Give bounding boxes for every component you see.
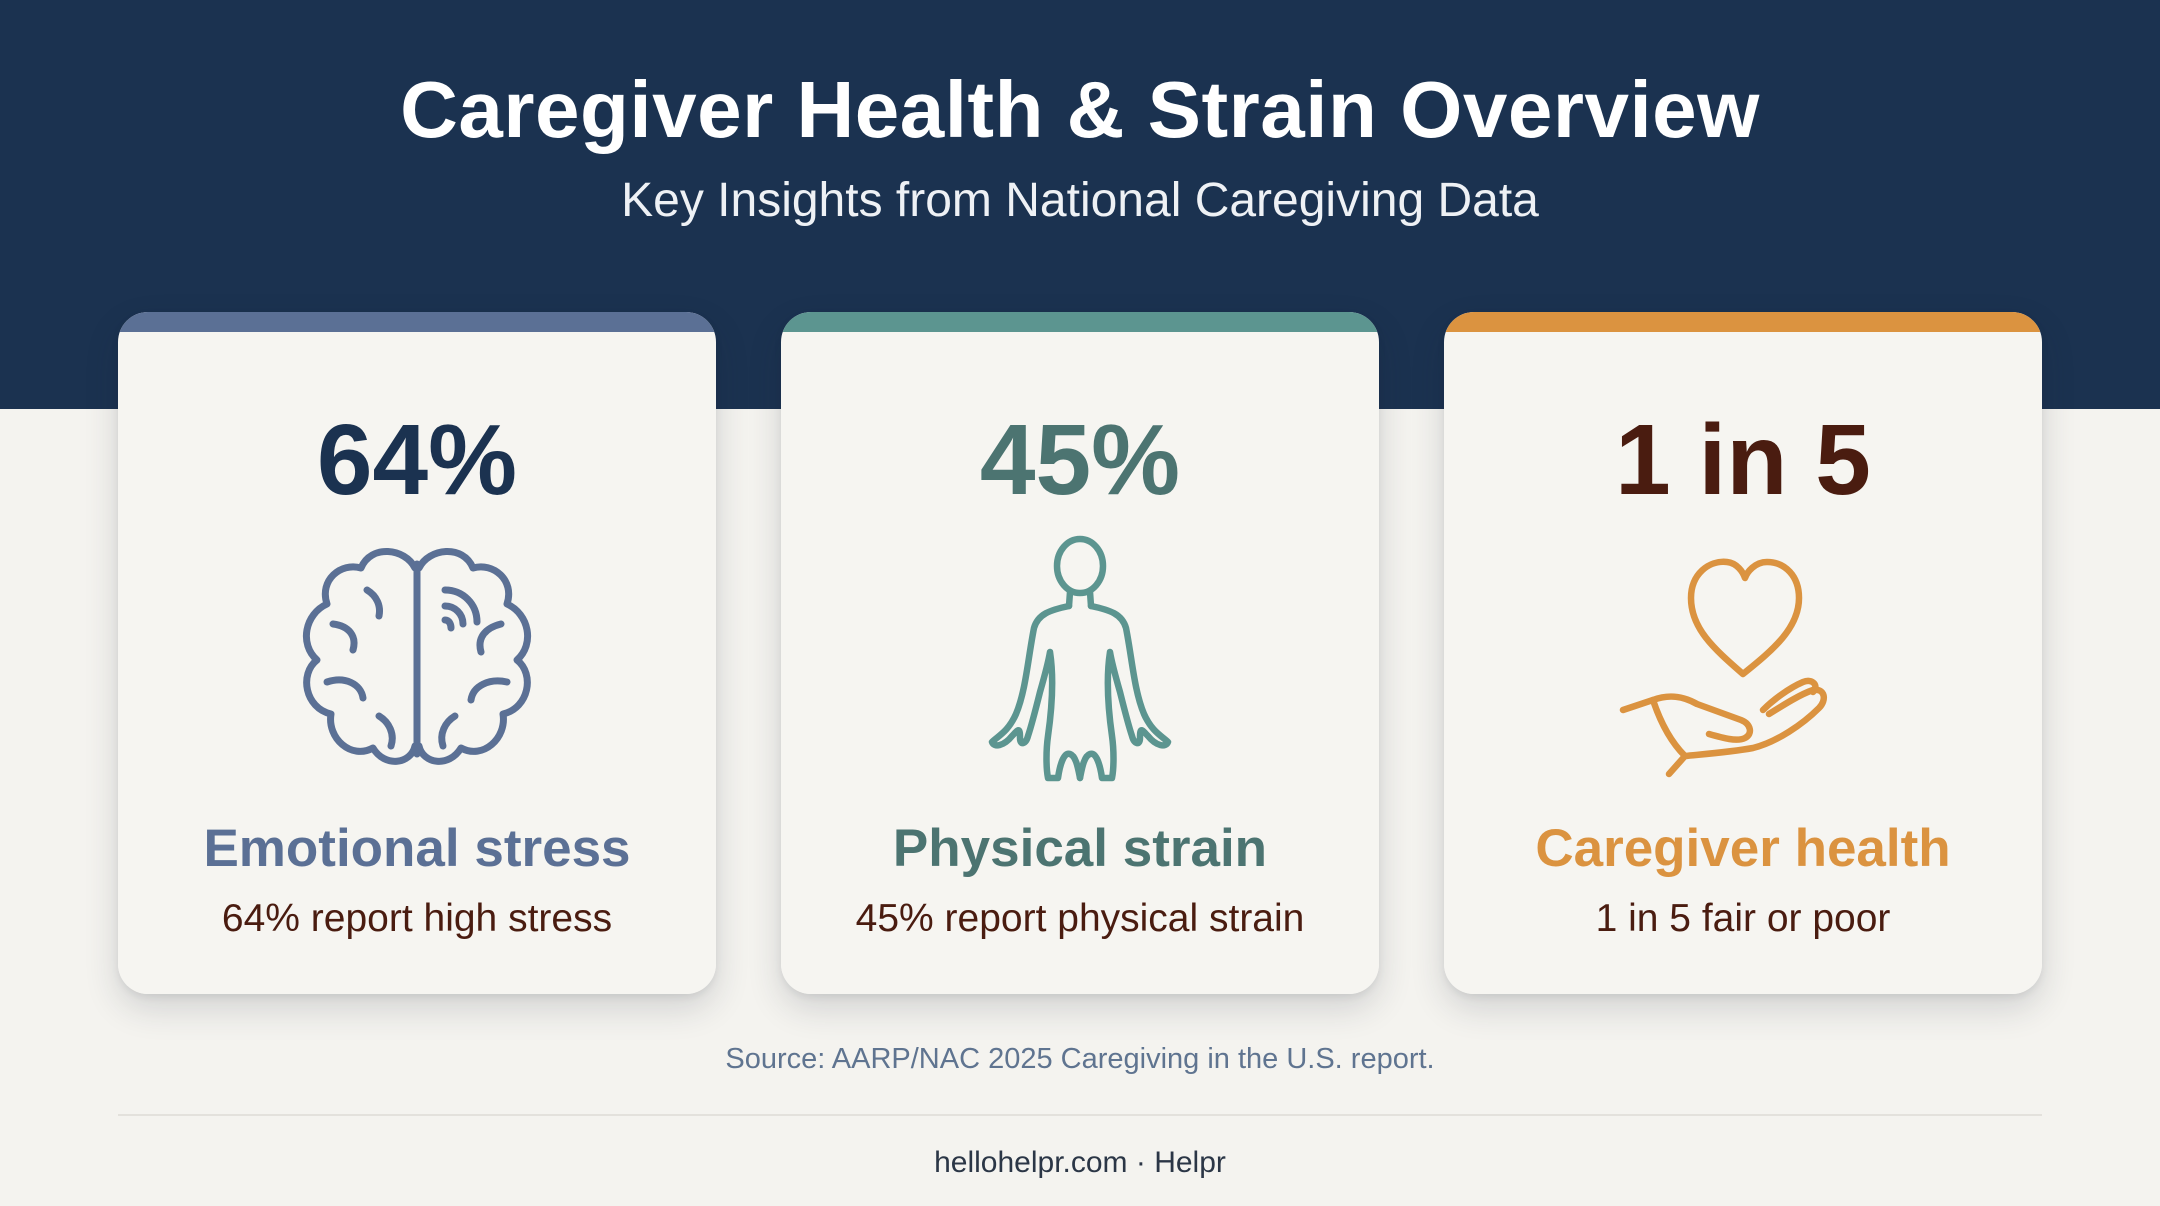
page-title: Caregiver Health & Strain Overview	[400, 65, 1760, 154]
card-body: 45% Physical strain 45% report physical …	[781, 332, 1379, 994]
card-accent-band	[118, 312, 716, 332]
stat-label: Caregiver health	[1535, 819, 1951, 878]
stat-card-physical-strain: 45% Physical strain 45% report physical …	[781, 312, 1379, 994]
heart-in-hand-icon	[1619, 558, 1828, 778]
card-body: 64% Emotional stress 64% report high str…	[118, 332, 716, 994]
card-accent-band	[781, 312, 1379, 332]
stat-value: 45%	[979, 404, 1181, 516]
stat-card-caregiver-health: 1 in 5 Caregiver health 1 in 5 fair or p…	[1444, 312, 2042, 994]
brain-icon	[303, 548, 531, 765]
stat-value: 64%	[316, 404, 518, 516]
footer-credit[interactable]: hellohelpr.com · Helpr	[934, 1146, 1226, 1179]
card-accent-band	[1444, 312, 2042, 332]
stat-label: Physical strain	[892, 819, 1268, 878]
stat-description: 45% report physical strain	[855, 897, 1305, 940]
stat-value: 1 in 5	[1615, 404, 1871, 516]
source-citation: Source: AARP/NAC 2025 Caregiving in the …	[725, 1043, 1435, 1075]
page-subtitle: Key Insights from National Caregiving Da…	[621, 174, 1539, 227]
human-body-icon	[988, 535, 1172, 782]
stat-label: Emotional stress	[203, 819, 631, 878]
stat-card-emotional-stress: 64% Emotional stress 64% report high str…	[118, 312, 716, 994]
divider	[118, 1114, 2042, 1116]
stat-description: 64% report high stress	[221, 897, 613, 940]
stat-description: 1 in 5 fair or poor	[1595, 897, 1891, 940]
card-body: 1 in 5 Caregiver health 1 in 5 fair or p…	[1444, 332, 2042, 994]
